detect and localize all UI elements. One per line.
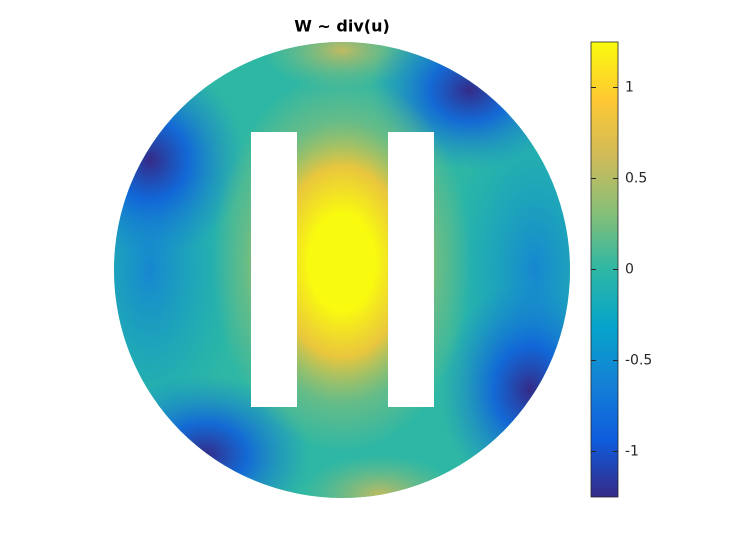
hole: [251, 132, 297, 407]
field-region: [440, 280, 570, 498]
tick-label: -1: [625, 444, 639, 460]
colorbar: -1 -0.5 0 0.5 1: [590, 41, 652, 498]
tick-label: 0.5: [625, 171, 647, 187]
chart-title: W ~ div(u): [294, 17, 390, 36]
field: [114, 42, 570, 498]
field-region: [300, 455, 460, 498]
tick-label: 0: [625, 262, 634, 278]
hole: [388, 132, 434, 407]
tick-label: 1: [625, 80, 634, 96]
field-region: [114, 60, 245, 260]
tick-label: -0.5: [625, 353, 652, 369]
